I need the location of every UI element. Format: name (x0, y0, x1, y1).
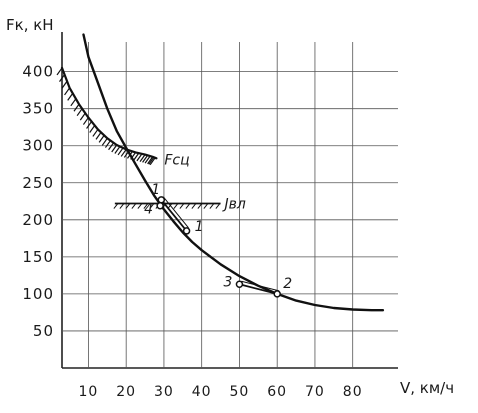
hatch-mark (98, 135, 105, 143)
x-tick-label: 70 (305, 384, 325, 400)
hatch-mark (95, 132, 102, 140)
hatch-mark (92, 129, 99, 137)
hatch-mark (139, 154, 146, 162)
y-tick-label: 150 (22, 248, 54, 266)
hatch-mark (64, 87, 71, 96)
labels: 10 20 30 40 50 60 70 80 50 100 150 200 250 300 350 400 F… (22, 63, 363, 400)
hatch-mark (67, 93, 74, 101)
hatch-mark (133, 152, 140, 161)
transition-line (239, 283, 278, 295)
y-tick-label: 200 (22, 211, 54, 229)
y-tick-label: 100 (22, 285, 54, 303)
hatch-mark (147, 156, 154, 165)
point-marker (182, 227, 191, 235)
curves (56, 33, 385, 312)
adhesion-curve (60, 66, 158, 160)
x-tick-label: 30 (154, 384, 174, 400)
limit-hatch (143, 203, 149, 209)
hatch-mark (76, 108, 83, 117)
point-label: 3 (223, 274, 232, 290)
hatch-mark (61, 80, 68, 89)
point-label: 1 (195, 219, 204, 235)
x-tick-label: 40 (192, 384, 212, 400)
limit-hatch (209, 203, 215, 209)
y-tick-label: 250 (22, 174, 54, 192)
limit-hatch (203, 203, 209, 209)
limit-hatch (113, 203, 119, 209)
limit-hatch (119, 203, 125, 209)
grid (61, 32, 398, 369)
hatch-mark (117, 147, 124, 156)
x-tick-label: 50 (230, 384, 250, 400)
hatch-mark (82, 117, 89, 125)
hatch-mark (73, 103, 80, 112)
hatch-mark (111, 144, 118, 153)
y-tick-label: 300 (22, 137, 54, 155)
hatch-mark (130, 152, 137, 160)
hatch-mark (148, 156, 155, 165)
series-label-fsc: Fсц (164, 152, 189, 168)
hatch-mark (89, 125, 96, 133)
limit-hatch (215, 203, 221, 209)
limit-hatch (185, 203, 191, 209)
limit-line-label: Jвл (222, 197, 246, 213)
hatch-mark (126, 151, 133, 159)
hatch-mark (79, 112, 86, 121)
limit-hatch (131, 203, 137, 209)
limit-hatch (179, 203, 185, 209)
x-tick-label: 20 (116, 384, 136, 400)
limit-hatch (191, 203, 197, 209)
transition-line-double (162, 196, 189, 229)
hatch-mark (70, 98, 77, 107)
y-tick-label: 400 (22, 63, 54, 81)
hatch-mark (149, 157, 156, 166)
x-tick-label: 10 (79, 384, 99, 400)
x-tick-label: 80 (343, 384, 363, 400)
transition-line (160, 199, 188, 232)
point-label: 2 (283, 276, 292, 292)
limit-hatch (125, 203, 131, 209)
hatch-mark (144, 155, 151, 164)
limit-hatch (173, 203, 179, 209)
hatch-mark (142, 155, 149, 163)
point-label: 1 (151, 182, 160, 198)
hatch-mark (136, 153, 143, 162)
hatch-mark (114, 146, 121, 154)
hatch-mark (120, 149, 127, 157)
x-axis-label: V, км/ч (400, 379, 454, 397)
limit-hatch (137, 203, 143, 209)
hatch-mark (123, 150, 130, 158)
hatch-mark (59, 74, 66, 82)
y-axis-label: Fк, кН (6, 16, 54, 34)
transition-line-double (241, 280, 280, 292)
point-marker (273, 290, 281, 298)
point-marker (235, 280, 244, 289)
marks (156, 196, 281, 298)
hatch-mark (101, 137, 108, 146)
x-tick-label: 60 (267, 384, 287, 400)
traction-curve (82, 33, 385, 312)
point-marker (156, 201, 164, 210)
hatch-mark (108, 142, 115, 151)
hatch-mark (104, 140, 111, 148)
hatch-mark (86, 121, 93, 129)
y-tick-label: 50 (33, 322, 54, 340)
y-tick-label: 350 (22, 100, 54, 118)
limit-hatch (149, 203, 155, 209)
point-label: 4 (144, 202, 153, 218)
hatch-mark (56, 67, 63, 76)
limit-hatch (197, 203, 203, 209)
